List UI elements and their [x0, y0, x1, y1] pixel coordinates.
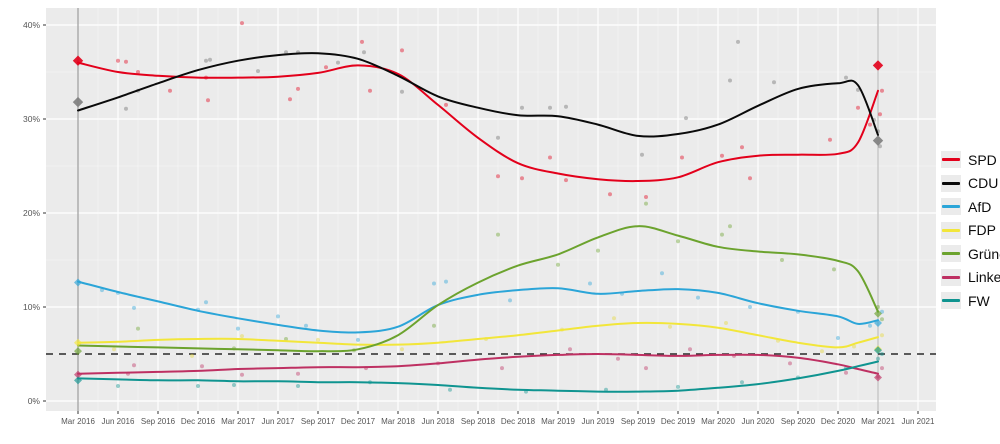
legend-label-fdp: FDP [968, 222, 996, 239]
svg-text:20%: 20% [23, 208, 40, 218]
svg-text:40%: 40% [23, 20, 40, 30]
trend-line-fdp [77, 321, 879, 349]
points-cdu [124, 39, 882, 157]
svg-text:30%: 30% [23, 114, 40, 124]
afd-line-swatch-icon [942, 205, 960, 209]
svg-text:Jun 2016: Jun 2016 [102, 417, 135, 426]
trend-line-spd [77, 61, 879, 183]
svg-text:Sep 2020: Sep 2020 [781, 417, 816, 426]
svg-text:Sep 2017: Sep 2017 [301, 417, 336, 426]
election-results-mar-2016 [72, 55, 84, 385]
spd-line-swatch-icon [942, 158, 960, 162]
svg-text:Jun 2019: Jun 2019 [582, 417, 615, 426]
svg-text:Sep 2019: Sep 2019 [621, 417, 656, 426]
svg-text:Dec 2017: Dec 2017 [341, 417, 376, 426]
svg-text:Sep 2016: Sep 2016 [141, 417, 176, 426]
svg-text:10%: 10% [23, 302, 40, 312]
trend-line-linke [77, 352, 879, 375]
trend-line-grüne [77, 225, 879, 353]
svg-text:Mar 2018: Mar 2018 [381, 417, 415, 426]
svg-text:Dec 2019: Dec 2019 [661, 417, 696, 426]
svg-text:Dec 2018: Dec 2018 [501, 417, 536, 426]
trend-line-fw [77, 360, 879, 393]
svg-text:Jun 2018: Jun 2018 [422, 417, 455, 426]
x-axis: Mar 2016 Jun 2016 Sep 2016 Dec 2016 Mar 2017… [61, 411, 935, 426]
legend-label-afd: AfD [968, 198, 992, 215]
gruene-line-swatch-icon [942, 252, 960, 256]
legend-item-afd: AfD [941, 195, 1000, 219]
election-results-mar-2021 [872, 60, 884, 382]
legend-item-gruene: Grüne [941, 242, 1000, 266]
svg-text:Mar 2021: Mar 2021 [861, 417, 895, 426]
trend-line-cdu [77, 52, 879, 138]
svg-text:Dec 2016: Dec 2016 [181, 417, 216, 426]
points-spd [116, 21, 884, 199]
svg-text:Dec 2020: Dec 2020 [821, 417, 856, 426]
legend-label-spd: SPD [968, 151, 997, 168]
legend-key-fdp [941, 221, 961, 239]
legend-label-linke: Linke [968, 269, 1000, 286]
legend-item-fdp: FDP [941, 219, 1000, 243]
trend-line-afd [77, 280, 879, 334]
fdp-line-swatch-icon [942, 228, 960, 232]
svg-text:0%: 0% [28, 396, 41, 406]
svg-text:Mar 2017: Mar 2017 [221, 417, 255, 426]
legend-key-afd [941, 198, 961, 216]
svg-text:Mar 2020: Mar 2020 [701, 417, 735, 426]
svg-text:Mar 2016: Mar 2016 [61, 417, 95, 426]
legend-key-gruene [941, 245, 961, 263]
svg-text:Jun 2020: Jun 2020 [742, 417, 775, 426]
legend-key-fw [941, 292, 961, 310]
plot-panel [46, 8, 936, 411]
svg-text:Sep 2018: Sep 2018 [461, 417, 496, 426]
linke-line-swatch-icon [942, 275, 960, 279]
legend-item-spd: SPD [941, 148, 1000, 172]
cdu-line-swatch-icon [942, 181, 960, 185]
y-axis: 0% 10% 20% 30% 40% [23, 20, 46, 406]
legend-key-cdu [941, 174, 961, 192]
legend-key-linke [941, 268, 961, 286]
legend-item-cdu: CDU [941, 172, 1000, 196]
svg-text:Mar 2019: Mar 2019 [541, 417, 575, 426]
fw-line-swatch-icon [942, 299, 960, 303]
legend: SPD CDU AfD FDP Grüne Linke FW [941, 148, 1000, 313]
legend-label-fw: FW [968, 292, 990, 309]
svg-text:Jun 2017: Jun 2017 [262, 417, 295, 426]
legend-key-spd [941, 151, 961, 169]
legend-label-cdu: CDU [968, 175, 999, 192]
svg-text:Jun 2021: Jun 2021 [902, 417, 935, 426]
legend-item-fw: FW [941, 289, 1000, 313]
legend-item-linke: Linke [941, 266, 1000, 290]
legend-label-gruene: Grüne [968, 245, 1000, 262]
